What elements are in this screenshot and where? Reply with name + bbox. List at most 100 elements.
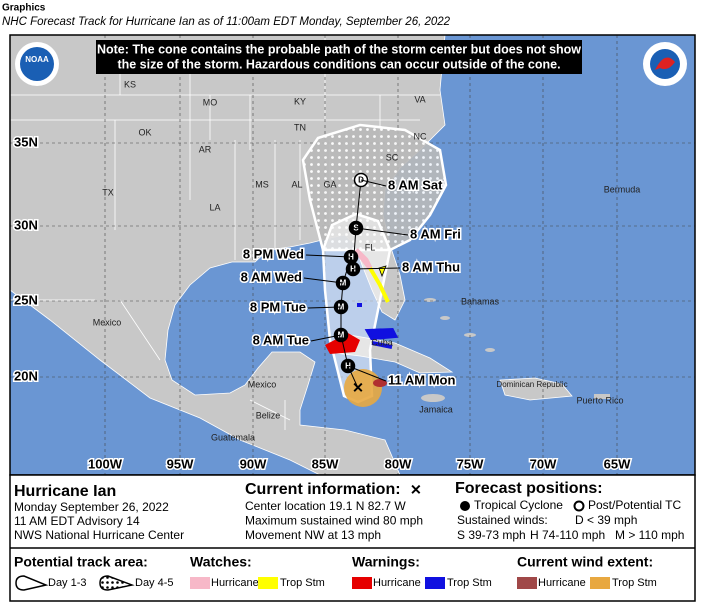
point-time: 8 AM Sat	[388, 177, 443, 192]
point-time: 8 AM Wed	[241, 269, 302, 284]
place-label: SC	[386, 152, 399, 162]
swatch	[517, 577, 537, 589]
page-title: NHC Forecast Track for Hurricane Ian as …	[2, 16, 451, 28]
place-label: Bahamas	[461, 296, 500, 306]
point-time: 8 AM Thu	[402, 259, 460, 274]
lat-label: 20N	[14, 368, 38, 383]
legend-text: S 39-73 mph	[457, 528, 526, 542]
legend-text: Hurricane	[538, 577, 586, 589]
label-leader	[347, 365, 387, 382]
legend-text: Sustained winds:	[457, 513, 548, 527]
legend-text: Current wind extent:	[517, 554, 653, 570]
place-label: Cuba	[371, 337, 393, 347]
point-letter: H	[348, 253, 354, 262]
lon-label: 75W	[457, 456, 484, 471]
point-letter: M	[338, 303, 345, 312]
legend-text: Monday September 26, 2022	[14, 500, 169, 514]
lon-label: 80W	[385, 456, 412, 471]
label-leader	[305, 254, 352, 258]
noaa-logo	[20, 47, 54, 81]
noaa-text: NOAA	[25, 55, 49, 64]
label-leader	[360, 179, 387, 187]
legend-text: NWS National Hurricane Center	[14, 528, 184, 542]
place-label: Bermuda	[604, 184, 641, 194]
place-label: FL	[365, 242, 376, 252]
current-symbol: ✕	[410, 482, 422, 498]
lat-label: 30N	[14, 217, 38, 232]
legend-text: Day 4-5	[135, 577, 174, 589]
swatch	[352, 577, 372, 589]
note-line: the size of the storm. Hazardous conditi…	[117, 57, 560, 71]
legend-text: Day 1-3	[48, 577, 87, 589]
label-leader	[303, 277, 344, 284]
cone-icon	[15, 575, 49, 591]
cone-day-1-3	[321, 212, 392, 404]
place-label: Dominican Republic	[496, 380, 567, 389]
note-box	[96, 40, 582, 74]
point-time: 11 AM Mon	[388, 372, 455, 387]
legend-text: Hurricane Ian	[14, 483, 116, 500]
legend-text: Forecast positions:	[455, 480, 603, 497]
legend-text: H 74-110 mph	[530, 528, 605, 542]
place-label: LA	[209, 202, 220, 212]
lat-label: 35N	[14, 134, 38, 149]
legend-text: D < 39 mph	[575, 513, 637, 527]
place-label: AL	[291, 179, 302, 189]
map: KS MO KY VA OK AR TN NC SC TX MS AL GA LA FL Bermuda Bah…	[10, 35, 695, 475]
legend-text: Trop Stm	[612, 577, 657, 589]
trop-storm-warning	[368, 266, 390, 303]
swatch	[190, 577, 210, 589]
legend-text: Potential track area:	[14, 554, 148, 570]
legend-text: Hurricane	[373, 577, 421, 589]
legend-text: Post/Potential TC	[588, 498, 681, 512]
place-label: Guatemala	[211, 432, 255, 442]
point-letter: M	[338, 331, 345, 340]
legend-text: M > 110 mph	[615, 528, 684, 542]
legend-text: Watches:	[190, 554, 252, 570]
place-label: Mexico	[93, 317, 122, 327]
hispaniola	[499, 377, 573, 401]
lon-label: 90W	[240, 456, 267, 471]
point-time: 8 AM Fri	[410, 226, 461, 241]
legend-text: Hurricane	[211, 577, 259, 589]
legend-text: 11 AM EDT Advisory 14	[14, 514, 140, 528]
place-label: AR	[199, 144, 212, 154]
place-label: Belize	[256, 410, 281, 420]
place-label: Puerto Rico	[576, 395, 623, 405]
puerto-rico	[594, 394, 610, 399]
place-label: GA	[323, 179, 336, 189]
lon-label: 95W	[167, 456, 194, 471]
lon-label: 70W	[530, 456, 557, 471]
cone-day-4-5	[301, 123, 448, 252]
legend-text: Movement NW at 13 mph	[245, 528, 381, 542]
legend-text: Current information:	[245, 481, 401, 498]
lon-label: 85W	[312, 456, 339, 471]
cone-icon	[99, 575, 135, 591]
swatch	[425, 577, 445, 589]
jamaica	[421, 394, 445, 402]
nws-logo	[655, 57, 675, 70]
note-line: Note: The cone contains the probable pat…	[97, 42, 581, 56]
point-time: 8 AM Tue	[253, 332, 309, 347]
place-label: OK	[138, 127, 151, 137]
place-label: MS	[255, 179, 269, 189]
hurricane-watch	[354, 248, 373, 270]
point-time: 8 PM Wed	[243, 246, 304, 261]
legend-text: Center location 19.1 N 82.7 W	[245, 499, 406, 513]
legend-text: Trop Stm	[447, 577, 492, 589]
swatch	[258, 577, 278, 589]
section-title: Graphics	[2, 3, 46, 14]
place-label: TN	[294, 122, 306, 132]
legend-text: Maximum sustained wind 80 mph	[245, 514, 423, 528]
place-label: KS	[124, 79, 136, 89]
legend-text: Warnings:	[352, 554, 420, 570]
current-position: ✕	[352, 380, 364, 396]
place-label: VA	[414, 94, 425, 104]
point-letter: M	[340, 279, 347, 288]
place-label: Mexico	[248, 379, 277, 389]
label-leader	[307, 306, 342, 309]
place-label: Jamaica	[419, 404, 453, 414]
hurricane-wind-extent	[373, 379, 387, 387]
legend-text: Tropical Cyclone	[474, 498, 563, 512]
